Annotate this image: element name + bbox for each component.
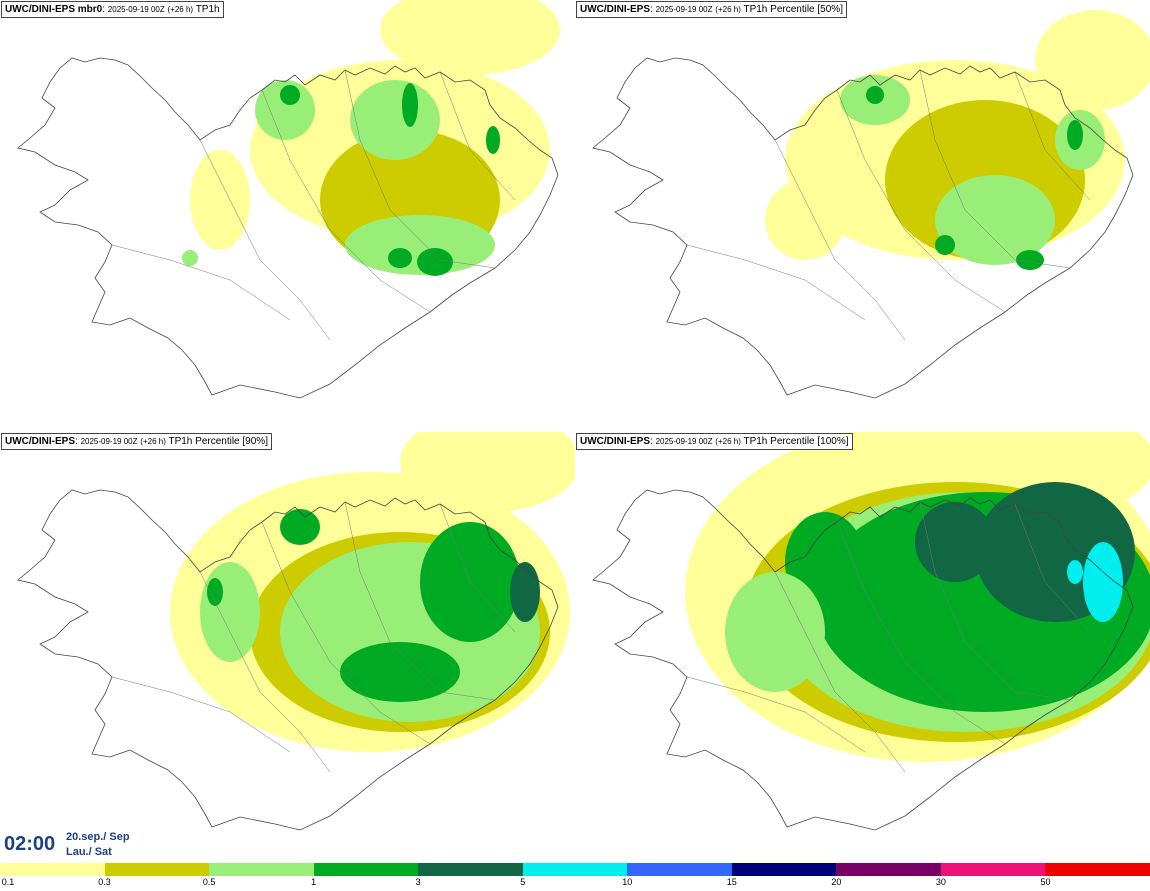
precip-area <box>1083 542 1123 622</box>
colorbar <box>0 863 1150 876</box>
region-boundary <box>344 69 496 269</box>
colorbar-swatch <box>313 863 419 876</box>
colorbar-swatch <box>940 863 1046 876</box>
precip-area <box>935 175 1055 265</box>
region-boundary <box>199 139 331 341</box>
colorbar-labels: 0.1 0.3 0.5 1 3 5 10 15 20 30 50 <box>0 877 1150 891</box>
precip-area <box>207 578 223 606</box>
map-panel-p50: UWC/DINI-EPS: 2025-09-19 00Z (+26 h) TP1… <box>575 0 1150 430</box>
colorbar-tick-label: 10 <box>622 877 633 887</box>
map-panel-p90: UWC/DINI-EPS: 2025-09-19 00Z (+26 h) TP1… <box>0 432 575 862</box>
colorbar-tick-label: 3 <box>415 877 421 887</box>
precip-map <box>592 432 1150 831</box>
colorbar-swatch <box>731 863 837 876</box>
colorbar-tick-label: 15 <box>726 877 737 887</box>
precip-area <box>402 83 418 127</box>
precip-area <box>190 150 250 250</box>
precip-area <box>765 180 845 260</box>
colorbar-tick-label: 0.5 <box>202 877 216 887</box>
region-boundary <box>344 501 496 701</box>
colorbar-tick-label: 0.1 <box>1 877 15 887</box>
panel-title: UWC/DINI-EPS: 2025-09-19 00Z (+26 h) TP1… <box>576 1 847 18</box>
precip-area <box>915 502 995 582</box>
region-boundary <box>439 71 516 201</box>
region-boundary <box>261 89 431 313</box>
precip-area <box>1067 120 1083 150</box>
coastline <box>17 57 559 399</box>
region-boundary <box>836 521 1006 745</box>
region-boundary <box>111 676 291 753</box>
precip-area <box>340 642 460 702</box>
region-boundary <box>1014 71 1091 201</box>
precip-area <box>1016 250 1044 270</box>
colorbar-tick-label: 30 <box>935 877 946 887</box>
colorbar-swatch <box>627 863 732 876</box>
region-boundary <box>686 676 866 753</box>
precip-area <box>1035 10 1150 110</box>
coastline <box>592 57 1134 399</box>
colorbar-swatch <box>1045 863 1150 876</box>
precip-map <box>592 10 1150 399</box>
panel-title: UWC/DINI-EPS: 2025-09-19 00Z (+26 h) TP1… <box>1 433 272 450</box>
colorbar-swatch <box>522 863 628 876</box>
precip-area <box>725 572 825 692</box>
colorbar-tick-label: 0.3 <box>98 877 111 887</box>
region-boundary <box>774 139 906 341</box>
coastline <box>592 489 1134 831</box>
precip-area <box>200 562 260 662</box>
colorbar-swatch <box>836 863 941 876</box>
valid-date: 20.sep./ Sep <box>66 831 130 843</box>
colorbar-tick-label: 5 <box>520 877 526 887</box>
precip-area <box>417 248 453 276</box>
colorbar-swatch <box>0 863 105 876</box>
colorbar-tick-label: 20 <box>831 877 842 887</box>
precip-area <box>380 0 560 75</box>
precip-area <box>388 248 412 268</box>
panel-title: UWC/DINI-EPS: 2025-09-19 00Z (+26 h) TP1… <box>576 433 853 450</box>
precip-area <box>280 509 320 545</box>
precip-area <box>1067 560 1083 584</box>
map-panel-p100: UWC/DINI-EPS: 2025-09-19 00Z (+26 h) TP1… <box>575 432 1150 862</box>
precip-area <box>935 235 955 255</box>
region-boundary <box>111 244 291 321</box>
precip-area <box>510 562 540 622</box>
region-boundary <box>439 503 516 633</box>
colorbar-swatch <box>209 863 314 876</box>
precip-map <box>17 0 560 399</box>
precip-area <box>182 250 198 266</box>
map-panel-mbr0: UWC/DINI-EPS mbr0: 2025-09-19 00Z (+26 h… <box>0 0 575 430</box>
panel-title: UWC/DINI-EPS mbr0: 2025-09-19 00Z (+26 h… <box>1 1 224 18</box>
precip-area <box>345 215 495 275</box>
time-box <box>0 829 134 861</box>
precip-area <box>400 432 575 512</box>
precip-map <box>17 432 575 831</box>
valid-day: Lau./ Sat <box>66 846 112 858</box>
precip-area <box>280 85 300 105</box>
region-boundary <box>836 89 1006 313</box>
region-boundary <box>261 521 431 745</box>
precip-area <box>486 126 500 154</box>
region-boundary <box>919 69 1071 269</box>
precip-area <box>866 86 884 104</box>
colorbar-tick-label: 50 <box>1040 877 1051 887</box>
colorbar-tick-label: 1 <box>311 877 317 887</box>
region-boundary <box>199 571 331 773</box>
valid-time: 02:00 <box>4 833 56 855</box>
colorbar-swatch <box>418 863 523 876</box>
region-boundary <box>686 244 866 321</box>
coastline <box>17 489 559 831</box>
region-boundary <box>774 571 906 773</box>
region-boundary <box>919 501 1071 701</box>
region-boundary <box>1014 503 1091 633</box>
colorbar-swatch <box>104 863 210 876</box>
